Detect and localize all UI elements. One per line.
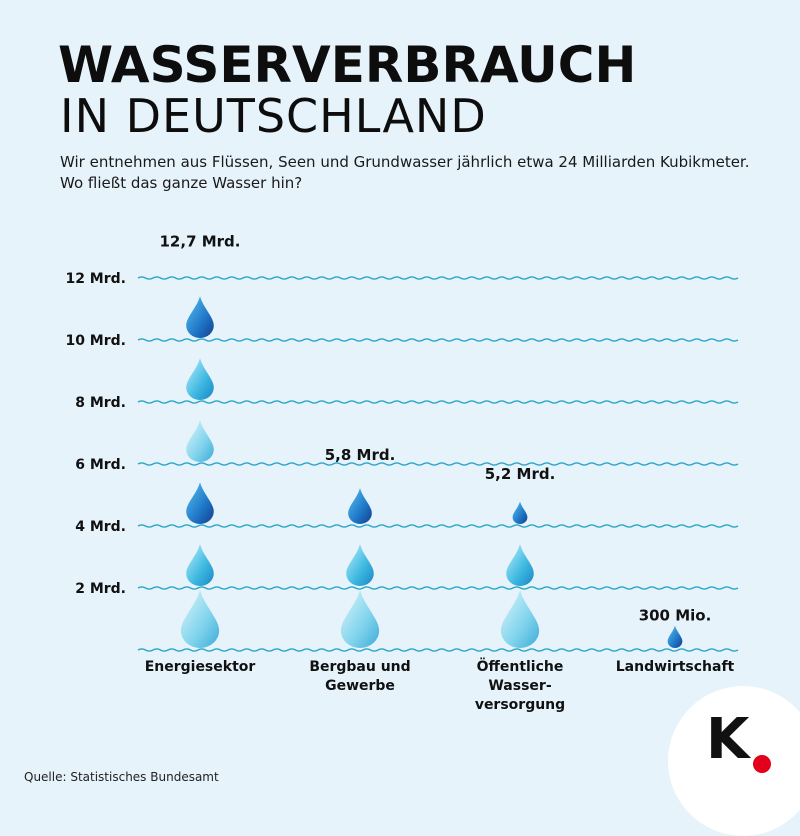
water-usage-chart: 2 Mrd. 4 Mrd. 6 Mrd. 8 Mrd. 10 Mrd. 12 Mrd. 1… (65, 232, 739, 713)
gridline-wave (137, 462, 739, 466)
category-label: Landwirtschaft (616, 659, 735, 675)
category-label: Energiesektor (145, 659, 256, 675)
logo-letter: K (706, 707, 750, 772)
water-drop-mark (667, 625, 683, 649)
water-drop-mark (186, 296, 214, 338)
y-tick-label: 8 Mrd. (75, 395, 126, 411)
gridline-wave (137, 400, 739, 404)
bar-drop-stack (500, 501, 540, 648)
water-drop-mark (186, 358, 214, 400)
baseline-wave (137, 648, 739, 652)
logo-dot (753, 755, 771, 773)
data-value-label: 300 Mio. (639, 607, 712, 625)
gridline-wave (137, 586, 739, 590)
y-tick-label: 4 Mrd. (75, 519, 126, 535)
gridline-wave (137, 276, 739, 280)
gridline-wave (137, 338, 739, 342)
water-drop-mark (500, 590, 540, 648)
y-tick-label: 2 Mrd. (75, 581, 126, 597)
bar-drop-stack (340, 488, 380, 648)
water-drop-mark (340, 590, 380, 648)
gridline-wave (137, 524, 739, 528)
y-tick-label: 10 Mrd. (65, 333, 126, 349)
category-label: Gewerbe (325, 678, 395, 694)
category-label: Wasser- (488, 678, 551, 694)
category-label: versorgung (475, 697, 565, 713)
water-drop-mark (348, 488, 372, 524)
source-note: Quelle: Statistisches Bundesamt (24, 770, 219, 784)
subtitle: Wir entnehmen aus Flüssen, Seen und Grun… (60, 153, 750, 192)
water-drop-mark (186, 544, 214, 586)
category-label: Bergbau und (309, 659, 410, 675)
water-drop-mark (186, 482, 214, 524)
data-value-label: 5,8 Mrd. (325, 446, 396, 464)
bar-drop-stack (667, 625, 683, 649)
title-line1: WASSERVERBRAUCH (58, 36, 637, 94)
water-drop-mark (186, 420, 214, 462)
title-line2: IN DEUTSCHLAND (60, 89, 487, 143)
y-tick-label: 12 Mrd. (65, 271, 126, 287)
data-value-label: 5,2 Mrd. (485, 465, 556, 483)
water-drop-mark (506, 544, 534, 586)
bar-drop-stack (180, 296, 220, 648)
water-drop-mark (180, 590, 220, 648)
y-tick-label: 6 Mrd. (75, 457, 126, 473)
water-drop-mark (512, 501, 528, 525)
water-drop-mark (346, 544, 374, 586)
category-label: Öffentliche (477, 657, 564, 675)
data-value-label: 12,7 Mrd. (160, 232, 241, 250)
